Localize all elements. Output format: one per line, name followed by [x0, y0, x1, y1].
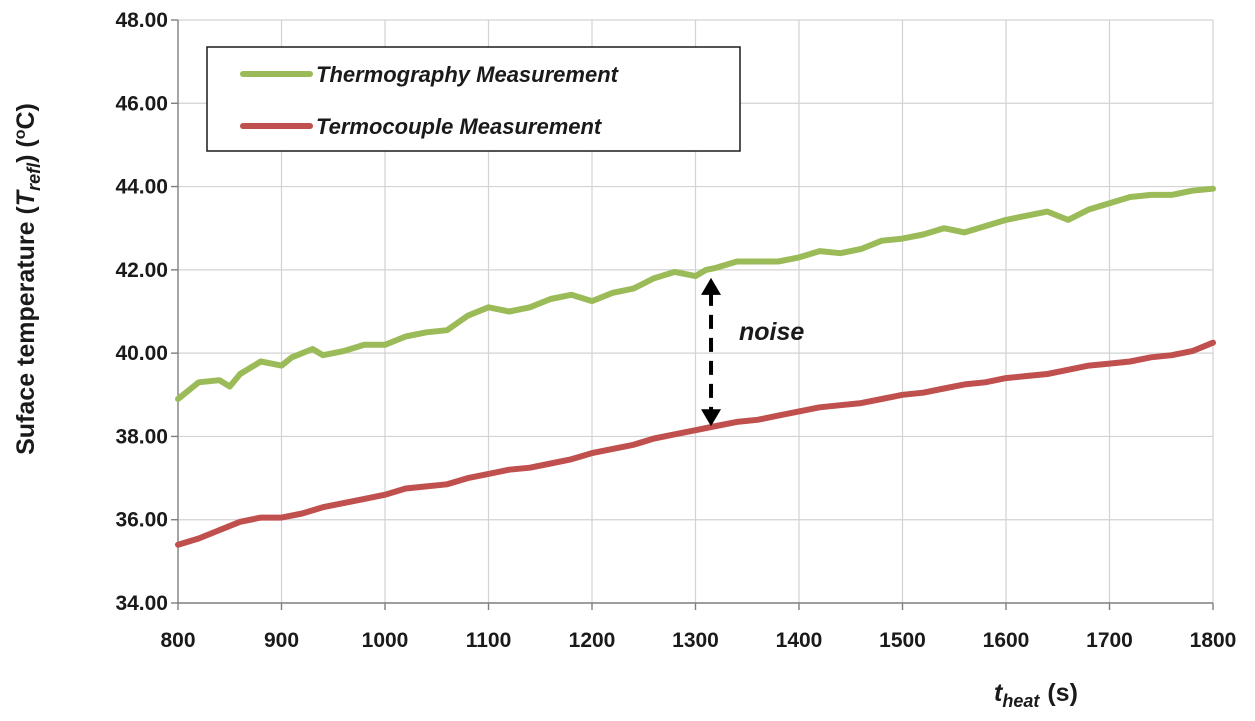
- y-tick-label: 48.00: [115, 9, 168, 32]
- y-tick-label: 40.00: [115, 342, 168, 365]
- x-tick-label: 1700: [1086, 629, 1133, 652]
- legend-box: [206, 46, 741, 152]
- noise-annotation-label: noise: [739, 318, 804, 346]
- legend: Thermography Measurement Termocouple Meas…: [206, 46, 741, 152]
- x-tick-label: 1100: [466, 629, 512, 652]
- x-tick-label: 1300: [672, 629, 719, 652]
- noise-arrow-head-down: [701, 409, 722, 427]
- x-tick-label: 900: [264, 629, 299, 652]
- termocouple-series-line: [175, 339, 1216, 548]
- x-tick-label: 1400: [776, 629, 823, 652]
- y-tick-label: 46.00: [115, 92, 168, 115]
- legend-label: Thermography Measurement: [316, 62, 620, 87]
- x-tick-label: 800: [160, 629, 195, 652]
- x-tick-label: 1600: [983, 629, 1030, 652]
- x-tick-label: 1000: [362, 629, 409, 652]
- x-axis-title: theat (s): [994, 679, 1078, 711]
- thermography-series-line: [175, 185, 1216, 402]
- noise-annotation: noise: [701, 277, 804, 427]
- y-tick-label: 34.00: [115, 592, 168, 615]
- y-axis-title: Suface temperature (Trefl) (oC): [12, 103, 44, 455]
- x-tick-label: 1500: [879, 629, 926, 652]
- y-tick-label: 38.00: [115, 425, 168, 448]
- y-tick-label: 42.00: [115, 259, 168, 282]
- y-tick-label: 36.00: [115, 509, 168, 532]
- noise-arrow-head-up: [701, 277, 722, 295]
- axes: 34.00 36.00 38.00 40.00 42.00 44.00 46.00 48.00…: [115, 9, 1236, 652]
- x-tick-label: 1800: [1190, 629, 1237, 652]
- y-tick-label: 44.00: [115, 176, 168, 199]
- plot-area: [175, 185, 1216, 548]
- x-tick-label: 1200: [569, 629, 616, 652]
- legend-label: Termocouple Measurement: [316, 114, 603, 139]
